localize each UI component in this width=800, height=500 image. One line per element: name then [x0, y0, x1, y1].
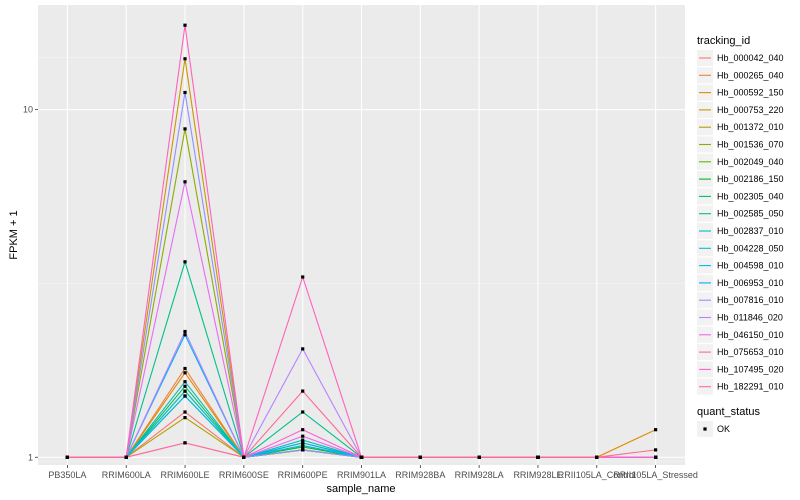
data-point: [183, 260, 187, 264]
legend-label: Hb_007816_010: [717, 295, 784, 305]
x-tick-label: RRII105LA_Stressed: [613, 470, 698, 480]
data-point: [301, 428, 305, 432]
legend-label: Hb_182291_010: [717, 382, 784, 392]
data-point: [183, 180, 187, 184]
legend-label: Hb_006953_010: [717, 278, 784, 288]
legend-label: Hb_000753_220: [717, 105, 784, 115]
y-axis-title: FPKM + 1: [8, 210, 20, 259]
legend: tracking_id Hb_000042_040Hb_000265_040Hb…: [697, 35, 784, 437]
data-point: [242, 455, 246, 459]
legend-label: Hb_001372_010: [717, 122, 784, 132]
data-point: [183, 333, 187, 337]
data-point: [183, 127, 187, 131]
x-tick-label: RRIM928LE: [513, 470, 562, 480]
data-point: [301, 410, 305, 414]
legend-label: Hb_004598_010: [717, 261, 784, 271]
x-tick-label: RRIM928LA: [455, 470, 504, 480]
data-point: [301, 275, 305, 279]
x-tick-label: RRII105LA_Control: [558, 470, 636, 480]
data-point: [301, 389, 305, 393]
data-point: [183, 389, 187, 393]
data-point: [183, 329, 187, 334]
data-points: [65, 23, 658, 459]
data-point: [183, 410, 187, 414]
y-axis: 1 10: [23, 105, 38, 462]
legend-label: Hb_002186_150: [717, 174, 784, 184]
data-point: [654, 455, 658, 459]
x-tick-label: RRIM600LE: [161, 470, 210, 480]
legend-label: Hb_000042_040: [717, 53, 784, 63]
y-tick-label: 1: [28, 452, 33, 462]
quant-legend-label: OK: [717, 424, 730, 434]
x-axis: PB350LA RRIM600LA RRIM600LE RRIM600SE RRIM60…: [48, 465, 698, 480]
data-point: [301, 448, 305, 452]
data-point: [359, 455, 364, 459]
data-point: [301, 438, 305, 442]
data-point: [418, 455, 422, 459]
data-point: [183, 394, 187, 398]
legend-label: Hb_000592_150: [717, 88, 784, 98]
grid: [38, 5, 685, 465]
data-point: [301, 434, 305, 438]
data-point: [183, 371, 187, 375]
x-tick-label: RRIM928BA: [395, 470, 445, 480]
legend-label: Hb_000265_040: [717, 70, 784, 80]
x-tick-label: RRIM600SE: [219, 470, 269, 480]
data-point: [183, 366, 187, 371]
x-tick-label: RRIM600LA: [102, 470, 151, 480]
x-axis-title: sample_name: [326, 483, 395, 495]
data-point: [124, 455, 128, 459]
legend-label: Hb_002049_040: [717, 157, 784, 167]
data-point: [477, 455, 481, 459]
data-point: [654, 448, 658, 452]
legend-label: Hb_011846_020: [717, 313, 783, 323]
data-point: [301, 347, 305, 351]
legend-title: tracking_id: [697, 35, 750, 47]
x-tick-label: RRIM901LA: [337, 470, 386, 480]
y-tick-label: 10: [23, 105, 33, 115]
quant-legend-items: OK: [697, 421, 730, 437]
legend-label: Hb_046150_010: [717, 330, 784, 340]
data-point: [595, 455, 599, 459]
data-point: [183, 23, 187, 27]
x-tick-label: PB350LA: [48, 470, 86, 480]
legend-label: Hb_002837_010: [717, 226, 784, 236]
x-tick-label: RRIM600PE: [278, 470, 328, 480]
legend-label: Hb_004228_050: [717, 243, 784, 253]
legend-label: Hb_107495_020: [717, 364, 784, 374]
data-point: [183, 416, 187, 420]
data-point: [654, 428, 658, 432]
data-point: [536, 455, 540, 459]
data-point: [183, 380, 187, 384]
legend-label: Hb_002585_050: [717, 209, 784, 219]
data-point: [183, 384, 187, 388]
data-point: [183, 441, 187, 445]
legend-items: Hb_000042_040 Hb_000265_040 Hb_000592_150 H…: [697, 50, 784, 395]
quant-legend-point: [703, 427, 707, 431]
data-point: [183, 90, 187, 95]
data-point: [301, 441, 305, 445]
quant-legend-title: quant_status: [697, 406, 760, 418]
data-point: [301, 444, 305, 448]
legend-label: Hb_002305_040: [717, 191, 784, 201]
data-point: [183, 57, 187, 61]
data-point: [65, 455, 69, 459]
legend-label: Hb_075653_010: [717, 347, 784, 357]
legend-label: Hb_001536_070: [717, 140, 784, 150]
